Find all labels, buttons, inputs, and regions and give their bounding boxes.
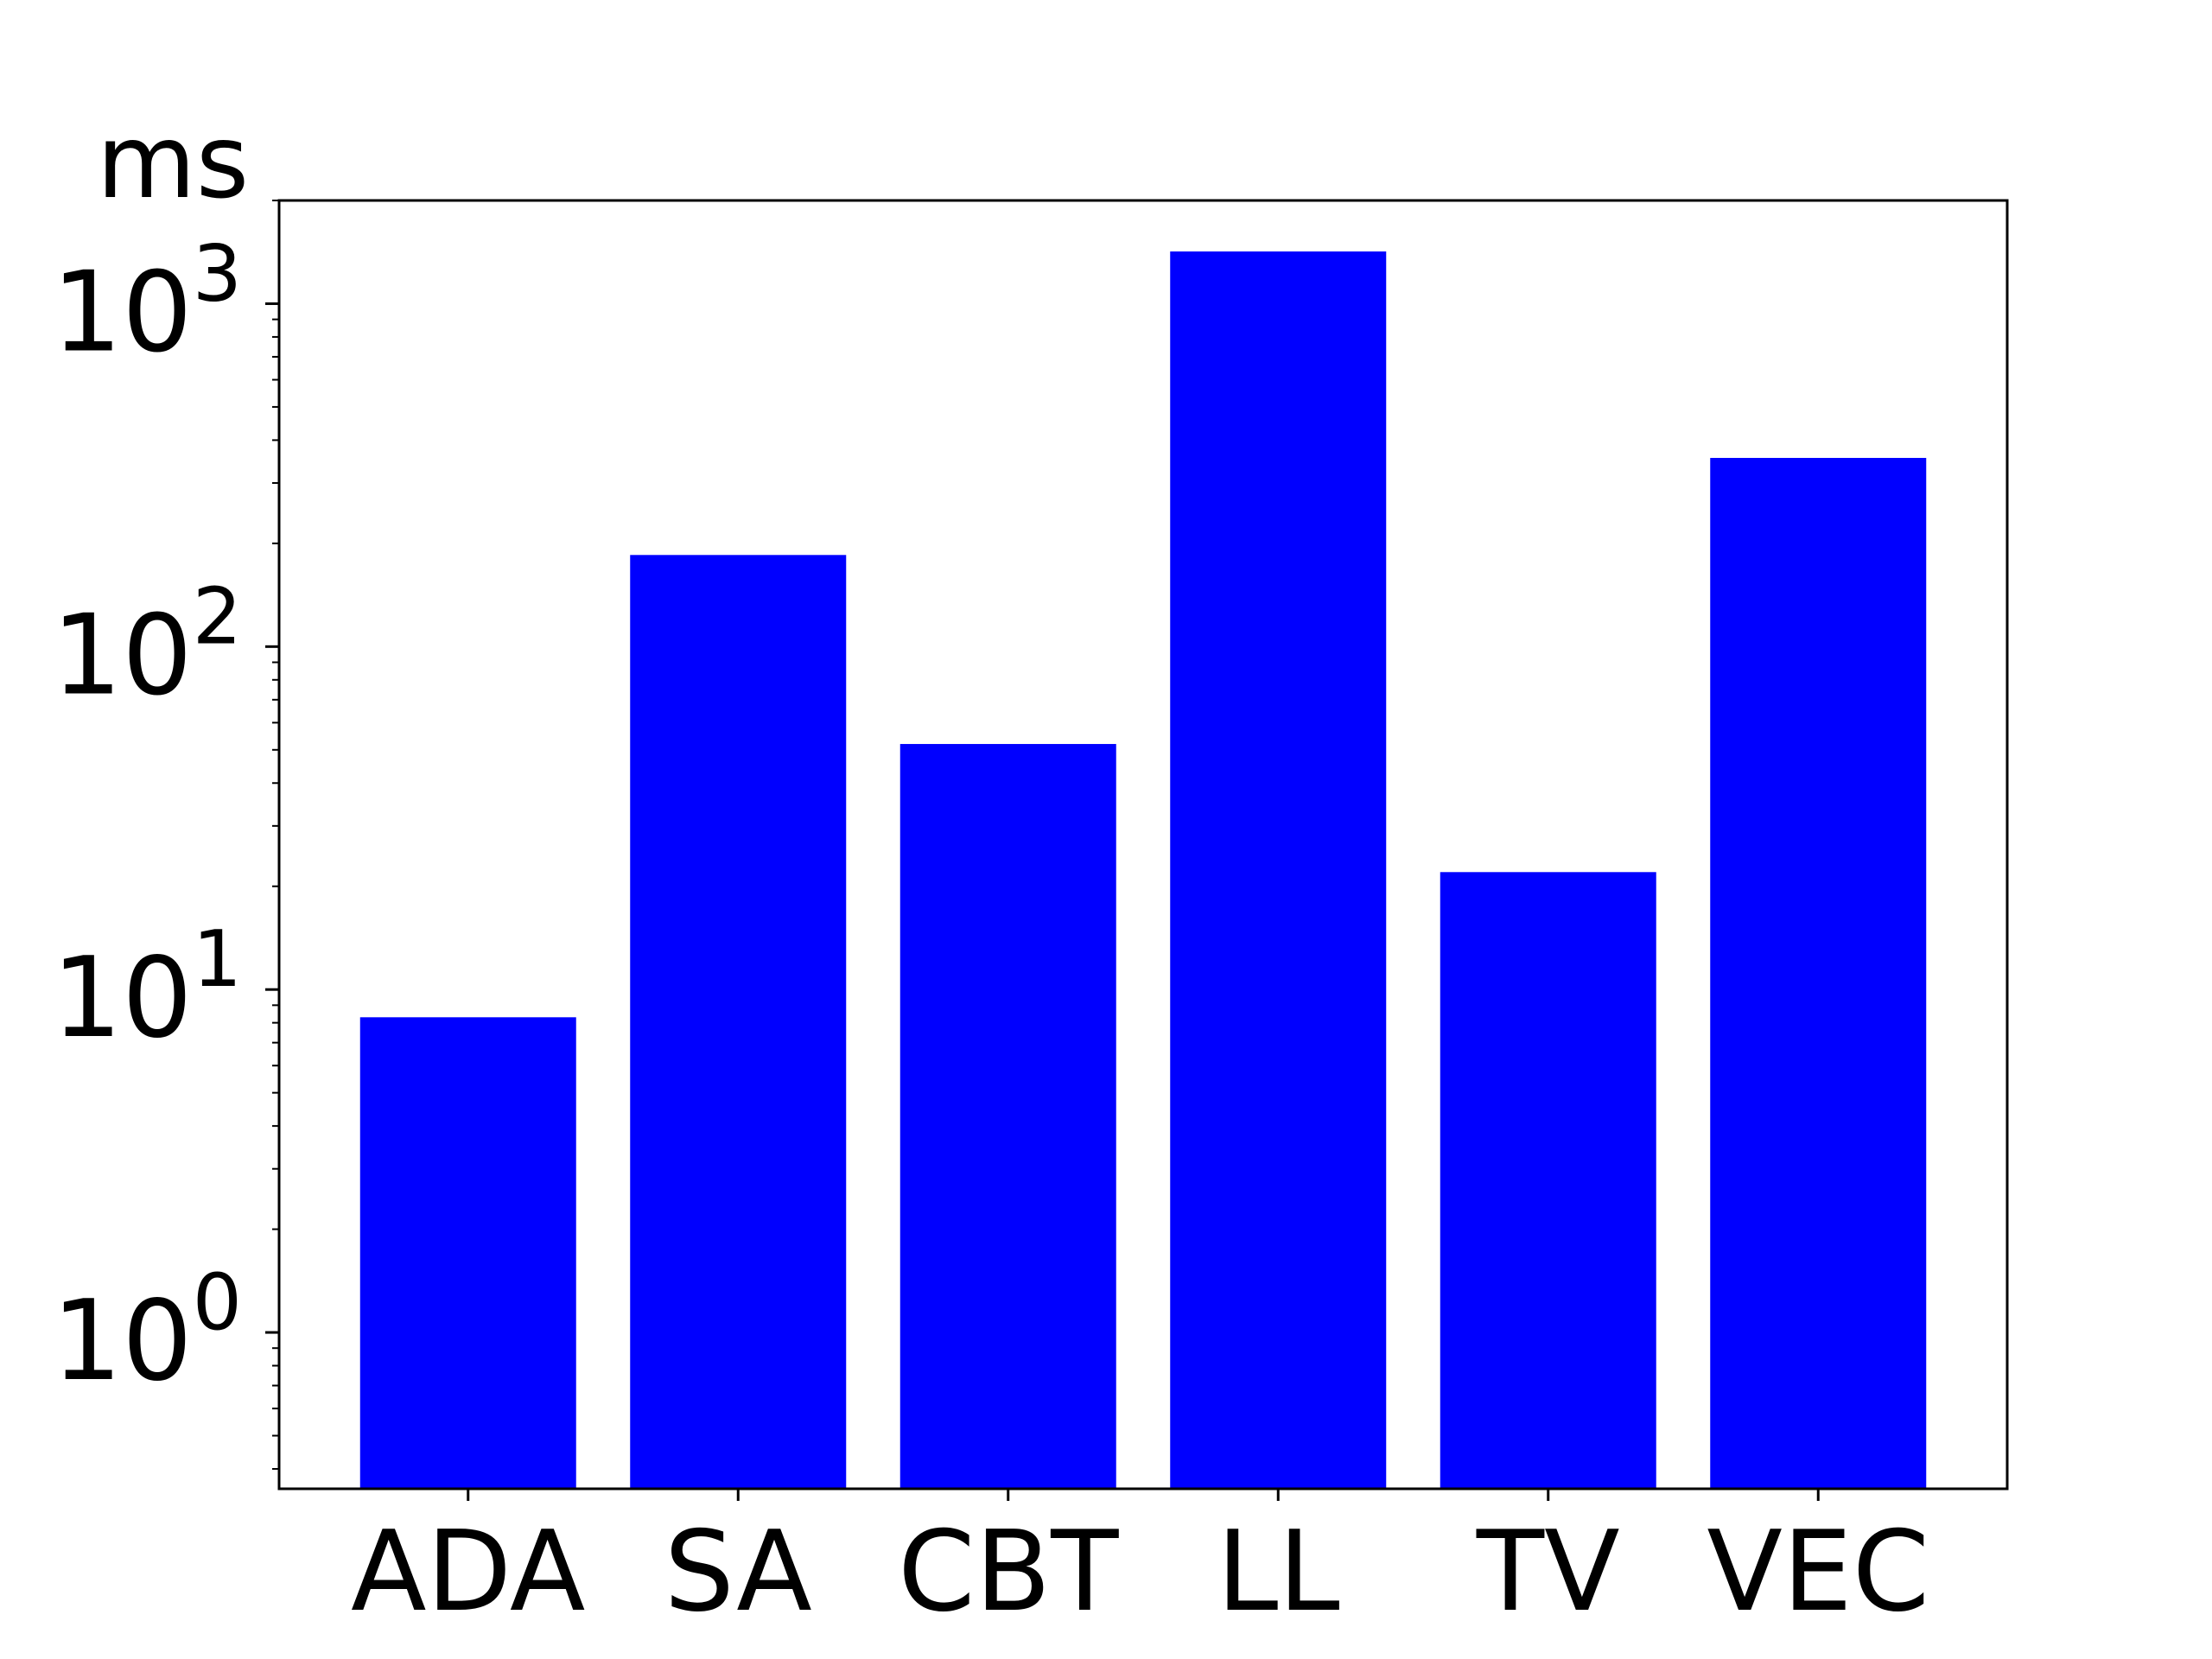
y-tick-label: 100 [52, 1257, 242, 1406]
x-tick-label-vec: VEC [1707, 1508, 1929, 1637]
bar-sa [630, 555, 847, 1489]
x-tick-label-sa: SA [664, 1508, 812, 1637]
bar-cbt [899, 744, 1116, 1489]
y-tick-label: 102 [52, 571, 242, 720]
y-tick-label: 103 [52, 228, 242, 377]
bar-ll [1170, 251, 1387, 1490]
x-tick-label-cbt: CBT [898, 1508, 1119, 1637]
y-tick-label: 101 [52, 914, 242, 1063]
x-tick-label-ada: ADA [351, 1508, 585, 1637]
y-axis-unit-label: ms [97, 102, 249, 221]
bar-vec [1710, 457, 1927, 1489]
bars-group [359, 251, 1927, 1490]
x-tick-label-ll: LL [1217, 1508, 1340, 1637]
bar-tv [1440, 872, 1656, 1489]
plot-frame [277, 199, 2009, 1491]
x-axis-ticks: ADA SA CBT LL TV VEC [351, 1489, 1929, 1637]
y-axis-ticks: 100 101 102 103 [52, 200, 279, 1470]
x-tick-label-tv: TV [1476, 1508, 1620, 1637]
bar-ada [359, 1017, 576, 1489]
